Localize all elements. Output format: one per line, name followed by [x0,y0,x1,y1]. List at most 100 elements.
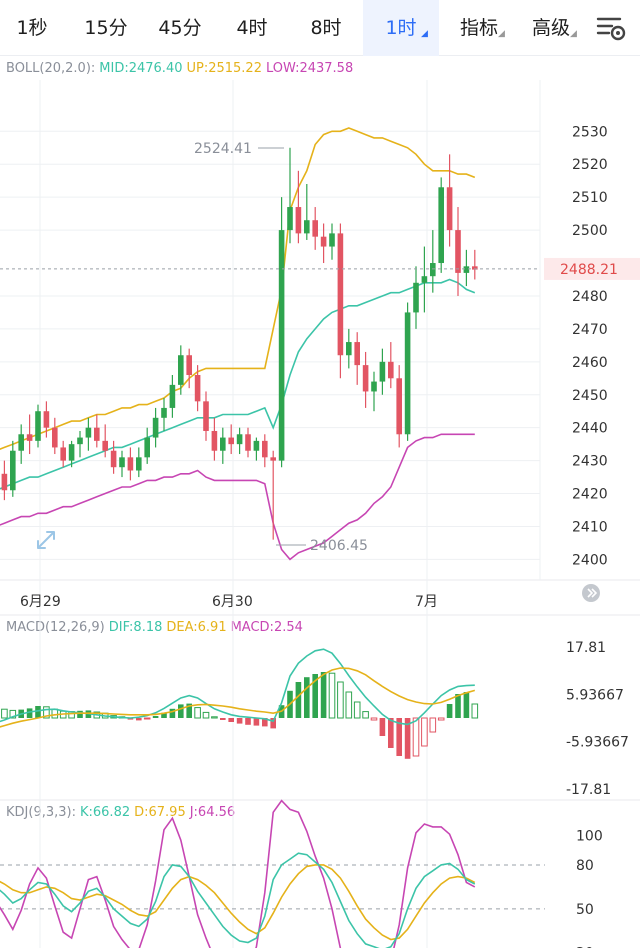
boll-up: UP:2515.22 [186,61,262,76]
macd-bar [161,712,167,718]
candle-body [253,440,260,451]
kdj-axis-label: 50 [576,902,594,918]
tab-advanced[interactable]: 高级 ◢ [518,0,584,56]
kdj-axis-label: 100 [576,829,603,845]
candle-body [455,230,461,273]
kdj-lines [0,799,476,948]
candle-body [463,266,470,273]
chart-settings-icon[interactable] [596,14,626,42]
macd-bar [295,682,302,718]
price-axis-label: 2420 [572,487,608,503]
tab-1s[interactable]: 1秒 [16,17,48,39]
price-axis-label: 2410 [572,519,608,535]
candle-body [203,401,209,431]
candle-body [144,437,150,458]
macd-bar [143,717,151,720]
macd-bar [228,718,234,722]
macd-bar [388,718,394,748]
candle-body [262,440,268,458]
candle-body [68,444,75,461]
macd-legend: MACD(12,26,9) DIF:8.18 DEA:6.91 MACD:2.54 [6,620,307,635]
candle-body [320,236,327,247]
macd-bar [136,718,142,721]
timeframe-tabbar: 1秒 15分 45分 4时 8时 1时 ◢ 指标 ◢ 高级 ◢ [0,0,640,56]
candle-body [337,233,344,356]
price-axis-label: 2510 [572,190,608,206]
candle-body [161,407,167,418]
candle-body [228,437,234,445]
price-axis-label: 2480 [572,289,608,305]
boll-low: LOW:2437.58 [265,61,354,76]
last-price-tag [544,257,640,280]
boll-legend: BOLL(20,2.0): MID:2476.40 UP:2515.22 LOW:24… [6,61,357,76]
price-axis-label: 2520 [572,157,608,173]
macd-bar [455,694,461,718]
candle-body [413,282,419,313]
high-annotation: 2524.41 [194,141,252,157]
macd-dea: DEA:6.91 [166,620,227,635]
price-axis-label: 2450 [572,388,608,404]
macd-bar [220,718,226,720]
candle-body [94,427,100,441]
candle-body [178,355,184,385]
macd-bar [312,674,318,718]
candle-body [85,427,92,438]
boll-mid: MID:2476.40 [99,61,183,76]
candle-body [10,450,16,491]
candle-body [77,437,83,445]
candle-body [329,233,335,247]
candle-body [236,434,243,445]
macd-bar [43,706,50,719]
price-axis-label: 2500 [572,223,608,239]
tab-1h-label: 1时 [385,17,417,39]
macd-axis-label: -17.81 [566,782,611,798]
scroll-to-latest-icon[interactable] [582,584,600,602]
price-grid: 2530 2520 2510 2500 2480 2470 2460 2450 2440 2430… [0,124,608,568]
macd-bar [26,708,33,718]
boll-lower-line [0,433,475,561]
price-axis-label: 2460 [572,355,608,371]
kdj-grid: 100 80 50 20 [0,829,603,948]
macd-bar [412,717,420,757]
macd-bar [463,692,470,718]
macd-bar [337,681,344,719]
last-price-value: 2488.21 [560,262,618,278]
candle-body [52,427,58,448]
candle-body [287,207,293,231]
kdj-j: J:64.56 [189,805,236,820]
price-axis-label: 2530 [572,124,608,140]
macd-bar [51,708,59,719]
candle-body [211,430,218,451]
macd-bar [320,672,327,718]
dropdown-triangle-icon: ◢ [570,29,577,39]
kdj-d-line [0,864,476,941]
macd-bar [245,718,251,725]
tab-15m[interactable]: 15分 [84,17,128,39]
tab-4h[interactable]: 4时 [236,17,268,39]
macd-bar [404,718,411,759]
macd-bar [211,716,218,719]
kdj-d: D:67.95 [134,805,186,820]
macd-bar [169,708,176,718]
macd-bar [370,717,378,721]
tab-advanced-label: 高级 [531,17,570,39]
tab-1h[interactable]: 1时 ◢ [363,0,439,56]
tab-45m[interactable]: 45分 [158,17,202,39]
price-axis-label: 2400 [572,552,608,568]
price-axis-label: 2470 [572,322,608,338]
candle-body [127,457,134,471]
candle-body [119,457,125,468]
kdj-axis-label: 80 [576,858,594,874]
candle-body [346,342,352,356]
expand-icon[interactable] [37,531,55,549]
macd-bar [429,717,437,733]
tab-8h[interactable]: 8时 [310,17,342,39]
boll-upper-line [0,127,476,450]
candle-body [136,457,142,471]
macd-bar [194,707,201,719]
date-label: 6月30 [212,594,253,610]
macd-axis-label: 5.93667 [566,687,624,703]
tab-indicators[interactable]: 指标 ◢ [446,0,512,56]
macd-bar [35,706,41,718]
